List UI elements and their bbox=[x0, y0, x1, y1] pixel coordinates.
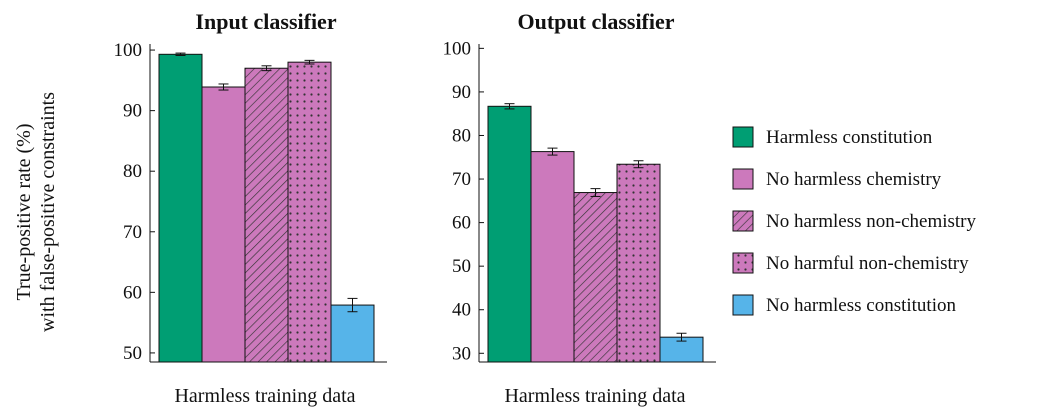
output-classifierbar-no-harmless-chemistry bbox=[530, 151, 575, 363]
input-classifiery-tick-label: 60 bbox=[123, 282, 142, 303]
legend-label: Harmless constitution bbox=[766, 127, 933, 148]
output-classifiery-tick-label: 100 bbox=[443, 38, 472, 59]
input-classifiery-tick-label: 50 bbox=[123, 343, 142, 364]
x-axis-label-output: Harmless training data bbox=[504, 385, 685, 407]
legend-item-no-harmless-constitution: No harmless constitution bbox=[732, 294, 956, 316]
output-classifiererror-bar bbox=[504, 103, 515, 110]
output-classifiery-tick-label: 40 bbox=[452, 300, 471, 321]
input-classifiery-tick-label: 100 bbox=[114, 40, 143, 61]
legend-swatch bbox=[732, 294, 754, 316]
output-classifierbar-no-harmful-non-chemistry bbox=[616, 163, 661, 363]
legend-swatch bbox=[732, 126, 754, 148]
output-classifiery-tick-label: 30 bbox=[452, 343, 471, 364]
input-classifierbar-no-harmless-constitution bbox=[330, 304, 375, 363]
legend-swatch bbox=[732, 210, 754, 232]
input-classifierbar-no-harmless-chemistry bbox=[201, 86, 246, 363]
chart-title-output: Output classifier bbox=[517, 9, 674, 34]
y-axis-label-line2: with false-positive constraints bbox=[37, 92, 59, 332]
legend-item-no-harmless-non-chemistry: No harmless non-chemistry bbox=[732, 210, 977, 232]
legend-label: No harmless constitution bbox=[766, 295, 956, 316]
input-classifiererror-bar bbox=[261, 65, 272, 72]
output-classifiery-tick-label: 80 bbox=[452, 125, 471, 146]
input-classifiery-tick-label: 90 bbox=[123, 101, 142, 122]
input-classifiery-tick-label: 80 bbox=[123, 161, 142, 182]
output-classifiererror-bar bbox=[547, 147, 558, 156]
chart-title-input: Input classifier bbox=[195, 9, 336, 34]
legend-swatch bbox=[732, 252, 754, 274]
input-classifierbar-no-harmful-non-chemistry bbox=[287, 61, 332, 363]
legend-label: No harmless non-chemistry bbox=[766, 211, 977, 232]
input-classifier-panel: Input classifier Harmless training data … bbox=[114, 9, 387, 407]
output-classifier-panel: Output classifier Harmless training data… bbox=[443, 9, 716, 407]
output-classifierbar-harmless-constitution bbox=[487, 105, 532, 363]
output-classifiery-tick-label: 90 bbox=[452, 82, 471, 103]
legend-item-harmless-constitution: Harmless constitution bbox=[732, 126, 933, 148]
input-classifiererror-bar bbox=[304, 59, 315, 65]
input-classifiererror-bar bbox=[218, 83, 229, 91]
legend-label: No harmful non-chemistry bbox=[766, 253, 969, 274]
input-classifiery-tick-label: 70 bbox=[123, 222, 142, 243]
x-axis-label-input: Harmless training data bbox=[174, 385, 355, 407]
legend: Harmless constitution No harmless chemist… bbox=[732, 126, 977, 316]
output-classifiererror-bar bbox=[633, 160, 644, 169]
legend-item-no-harmless-chemistry: No harmless chemistry bbox=[732, 168, 942, 190]
output-classifiery-tick-label: 50 bbox=[452, 256, 471, 277]
legend-item-no-harmful-non-chemistry: No harmful non-chemistry bbox=[732, 252, 969, 274]
output-classifiererror-bar bbox=[676, 332, 687, 342]
output-classifiery-tick-label: 60 bbox=[452, 213, 471, 234]
y-axis-label-line1: True-positive rate (%) bbox=[13, 124, 35, 301]
legend-label: No harmless chemistry bbox=[766, 169, 942, 190]
output-classifierbar-no-harmless-non-chemistry bbox=[573, 192, 618, 363]
legend-swatch bbox=[732, 168, 754, 190]
input-classifierbar-no-harmless-non-chemistry bbox=[244, 67, 289, 363]
input-classifiererror-bar bbox=[175, 52, 186, 57]
input-classifierbar-harmless-constitution bbox=[158, 53, 203, 363]
output-classifiery-tick-label: 70 bbox=[452, 169, 471, 190]
output-classifiererror-bar bbox=[590, 188, 601, 197]
input-classifiererror-bar bbox=[347, 297, 358, 313]
